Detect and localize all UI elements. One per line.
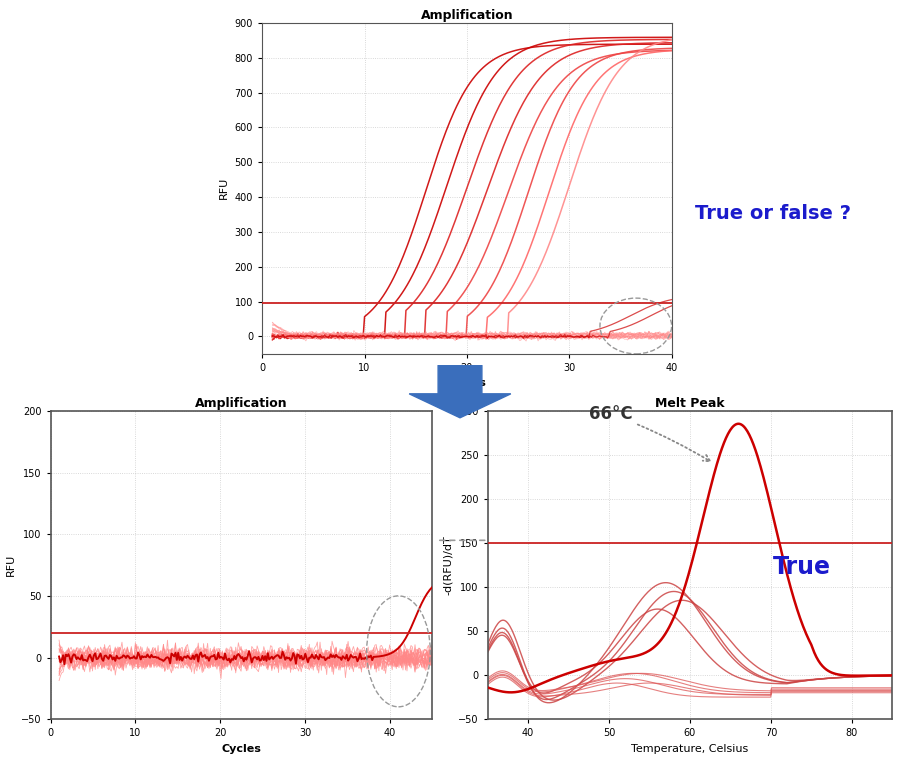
Text: True or false ?: True or false ? xyxy=(694,204,850,222)
Text: True: True xyxy=(772,555,830,579)
Title: Melt Peak: Melt Peak xyxy=(654,396,724,409)
X-axis label: Cycles: Cycles xyxy=(221,743,261,753)
Text: 66°C: 66°C xyxy=(588,405,709,461)
Y-axis label: RFU: RFU xyxy=(6,554,16,576)
X-axis label: Cycles: Cycles xyxy=(447,378,486,388)
FancyArrow shape xyxy=(409,365,510,418)
Title: Amplification: Amplification xyxy=(195,396,288,409)
Y-axis label: -d(RFU)/dT: -d(RFU)/dT xyxy=(442,535,452,595)
Title: Amplification: Amplification xyxy=(420,8,513,21)
Y-axis label: RFU: RFU xyxy=(219,177,229,199)
X-axis label: Temperature, Celsius: Temperature, Celsius xyxy=(630,743,748,753)
